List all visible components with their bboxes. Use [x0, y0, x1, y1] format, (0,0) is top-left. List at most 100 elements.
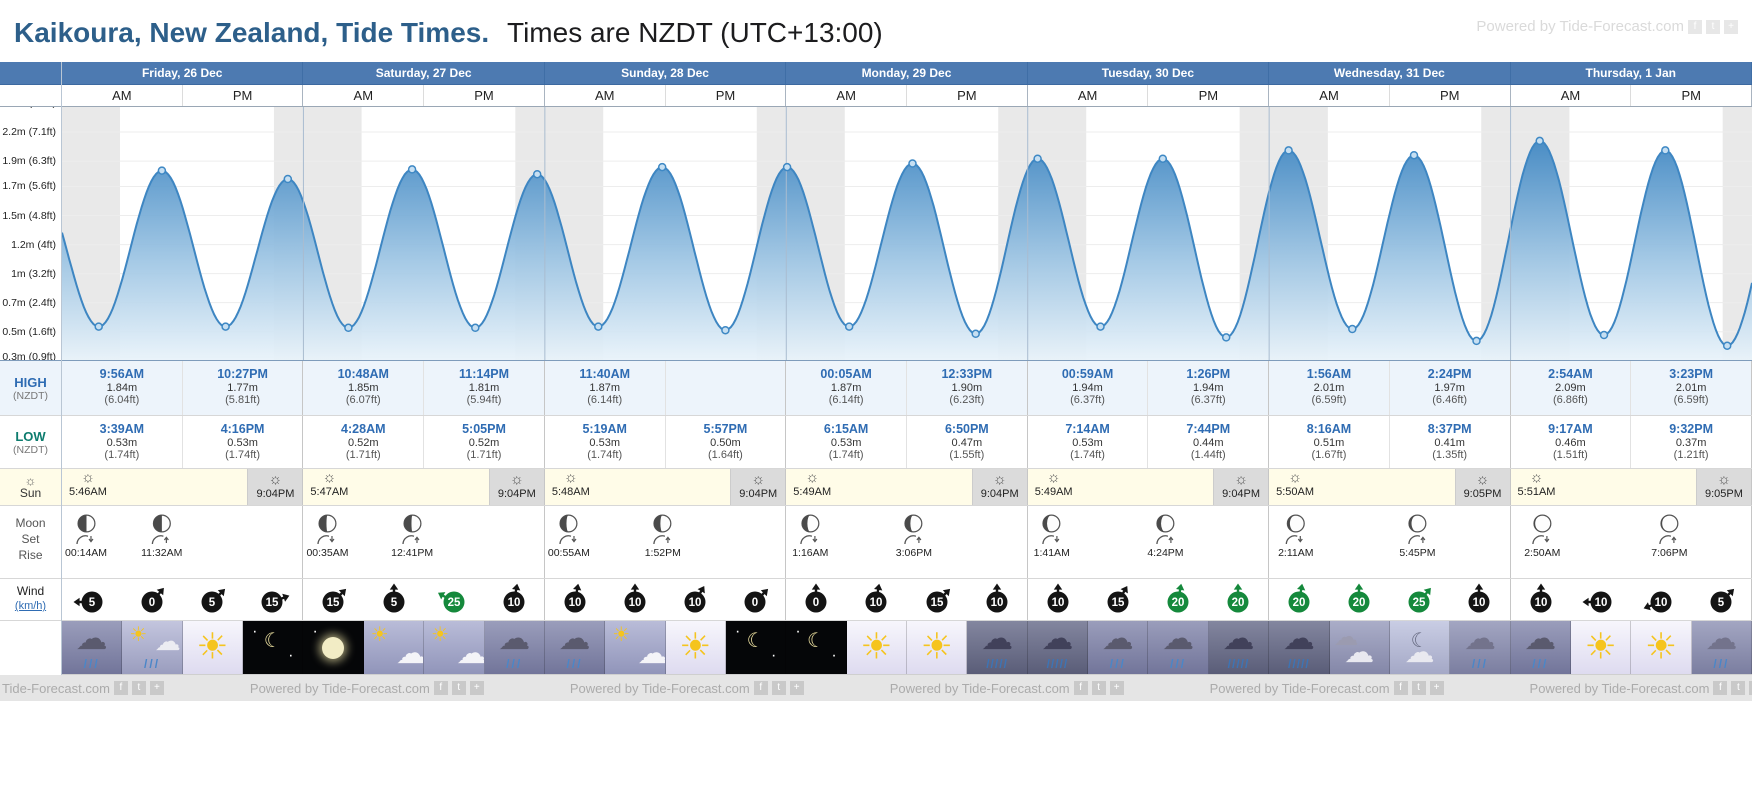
wind-unit-link[interactable]: (km/h) [14, 600, 47, 612]
moon-phase-icon [1408, 514, 1427, 533]
tide-time: 3:23PM [1669, 367, 1713, 381]
wind-arrow-icon: 10 [1530, 583, 1552, 612]
ampm-cell: PM [907, 85, 1028, 106]
sunrise-icon: ☼ [563, 469, 578, 486]
moon-rise-icon [904, 535, 922, 545]
moon-set-time: 00:35AM [306, 547, 349, 559]
social-icon[interactable]: t [131, 681, 146, 695]
tide-height-ft: (1.67ft) [1311, 449, 1347, 461]
social-icon[interactable]: t [451, 681, 466, 695]
tide-height-ft: (1.71ft) [345, 449, 381, 461]
social-icon[interactable]: f [753, 681, 768, 695]
wind-indicator: 20 [1269, 579, 1329, 620]
social-icon[interactable]: f [113, 681, 128, 695]
moon-day-cell: 1:16AM 3:06PM [786, 506, 1028, 578]
social-icon[interactable]: + [789, 681, 804, 695]
cloud-icon: ☁ [1705, 621, 1738, 656]
moon-rise-time: 7:06PM [1651, 547, 1688, 559]
high-tide-day-cell: 00:59AM 1.94m (6.37ft) 1:26PM 1.94m (6.37ft) [1028, 361, 1270, 415]
ampm-cell: PM [1148, 85, 1270, 106]
social-icon[interactable]: + [1109, 681, 1124, 695]
sun-icon: ☀ [431, 624, 450, 646]
sunset: ☼ 9:04PM [971, 469, 1027, 505]
moon-phase-icon [152, 514, 171, 533]
title-bar: Kaikoura, New Zealand, Tide Times. Times… [0, 0, 1752, 62]
high-row-label: HIGH (NZDT) [0, 361, 61, 416]
social-icon[interactable]: t [771, 681, 786, 695]
cloud-icon: ☁ [637, 637, 666, 670]
weather-rain: ☁/// [62, 621, 123, 674]
sunset: ☼ 9:04PM [730, 469, 786, 505]
social-icon[interactable]: f [1393, 681, 1408, 695]
weather-rain: ☁/// [1088, 621, 1149, 674]
sun-day-cell: ☼ 5:49AM ☼ 9:04PM [786, 469, 1028, 505]
tide-height-m: 1.87m [830, 382, 862, 394]
moon-set-event: 00:35AM [306, 513, 348, 559]
moon-phase-icon [1286, 514, 1305, 533]
sunrise-time: 5:48AM [551, 486, 590, 498]
sun-icon: ☀ [679, 624, 712, 666]
weather-rain: ☁/// [1510, 621, 1571, 674]
sunset: ☼ 9:05PM [1454, 469, 1510, 505]
tide-height-m: 0.53m [106, 437, 138, 449]
tide-height-m: 0.46m [1555, 437, 1586, 449]
tide-height-ft: (6.04ft) [104, 394, 140, 406]
tide-height-m: 1.84m [106, 382, 138, 394]
weather-row-label-spacer [0, 621, 61, 675]
moon-set-label: Set [21, 532, 40, 546]
social-icon[interactable]: + [149, 681, 164, 695]
social-icon[interactable]: + [1429, 681, 1444, 695]
wind-arrow-icon: 10 [624, 583, 646, 612]
ampm-cell: AM [545, 85, 666, 106]
sunset-icon: ☼ [509, 471, 524, 488]
sunset: ☼ 9:05PM [1695, 469, 1751, 505]
footer-text: Powered by Tide-Forecast.com [889, 680, 1070, 696]
sunrise: ☼ 5:48AM [551, 469, 590, 499]
social-icon[interactable]: + [469, 681, 484, 695]
social-icon[interactable]: t [1091, 681, 1106, 695]
moon-set-time: 1:16AM [792, 547, 829, 559]
wind-day-cell: 10 10 10 5 [1511, 579, 1752, 620]
social-icon[interactable]: t [1411, 681, 1426, 695]
tide-time: 9:56AM [99, 367, 145, 381]
weather-cloud-sun: ☀ ☁ [605, 621, 666, 674]
moon-rise-time: 4:24PM [1147, 547, 1184, 559]
cloud-icon: ☁ [1463, 621, 1496, 656]
tide-time: 10:27PM [217, 367, 268, 381]
social-icon[interactable]: f [1713, 681, 1728, 695]
sunset: ☼ 9:04PM [1213, 469, 1269, 505]
social-icon[interactable]: + [1724, 19, 1738, 34]
wind-arrow-icon: 10 [503, 583, 525, 612]
weather-heavy-rain: ☁///// [1027, 621, 1089, 674]
tide-time: 7:44PM [1186, 422, 1231, 436]
social-icon[interactable]: f [1688, 19, 1702, 34]
moon-phase-icon [1533, 514, 1552, 533]
moon-set-icon [559, 535, 577, 545]
wind-indicator: 15 [242, 579, 302, 620]
social-icon[interactable]: t [1731, 681, 1746, 695]
ampm-cell: AM [1511, 85, 1632, 106]
svg-text:15: 15 [266, 597, 279, 609]
low-tide-pm: 4:16PM 0.53m (1.74ft) [183, 416, 303, 468]
svg-text:25: 25 [1413, 597, 1426, 609]
sun-icon: ☀ [370, 624, 389, 646]
low-row-label: LOW (NZDT) [0, 416, 61, 469]
rain-icon: ///// [1046, 657, 1069, 671]
star-icon: · [252, 623, 258, 640]
sunset-icon: ☼ [1717, 471, 1731, 488]
social-icon[interactable]: + [1749, 681, 1752, 695]
moon-set-event: 2:50AM [1524, 513, 1560, 559]
social-icon[interactable]: t [1706, 19, 1720, 34]
wind-indicator: 0 [725, 579, 785, 620]
sunset-time: 9:04PM [980, 488, 1019, 500]
social-icon[interactable]: f [1073, 681, 1088, 695]
moon-row-label: Moon Set Rise [0, 506, 61, 579]
social-icon[interactable]: f [433, 681, 448, 695]
y-axis-label: 0.5m (1.6ft) [2, 325, 56, 338]
rain-icon: /// [144, 657, 161, 671]
low-tide-day-cell: 4:28AM 0.52m (1.71ft) 5:05PM 0.52m (1.71ft) [303, 416, 545, 468]
cloud-icon: ☁ [1404, 636, 1435, 669]
tide-height-m: 1.97m [1434, 382, 1465, 394]
